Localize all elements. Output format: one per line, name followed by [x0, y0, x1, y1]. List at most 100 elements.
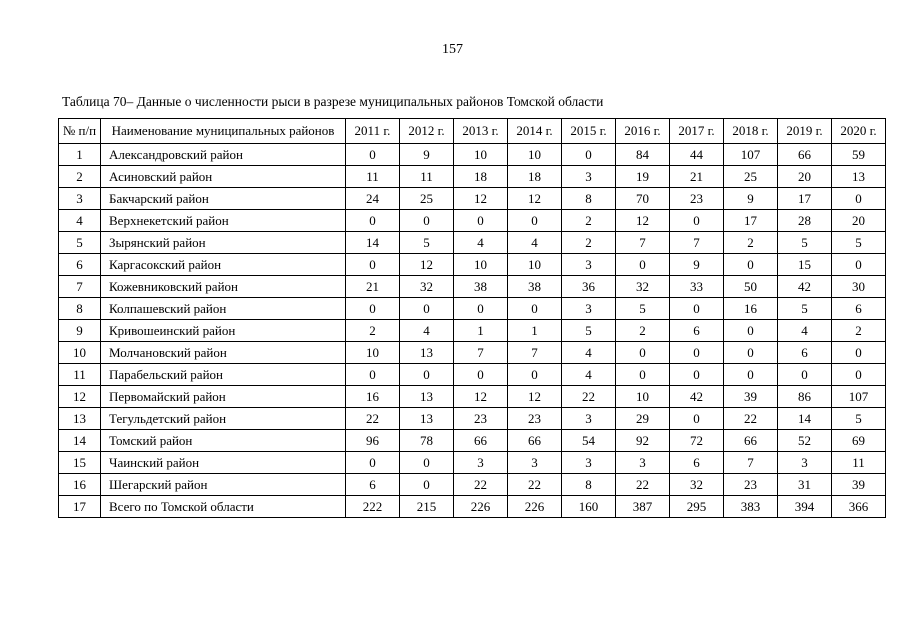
- count-value-cell: 7: [453, 341, 508, 364]
- count-value-cell: 387: [615, 495, 670, 518]
- count-value-cell: 3: [777, 451, 832, 474]
- column-header: Наименование муниципальных районов: [100, 118, 346, 144]
- district-name-cell: Александровский район: [100, 143, 346, 166]
- district-name-cell: Колпашевский район: [100, 297, 346, 320]
- count-value-cell: 16: [345, 385, 400, 408]
- count-value-cell: 84: [615, 143, 670, 166]
- table-row: 13 Тегульдетский район 22 13 23 23 3 29 0 22 14 5: [58, 407, 886, 430]
- count-value-cell: 66: [453, 429, 508, 452]
- table-header-row: № п/п Наименование муниципальных районов 2…: [58, 118, 886, 144]
- count-value-cell: 0: [399, 297, 454, 320]
- count-value-cell: 3: [453, 451, 508, 474]
- count-value-cell: 10: [453, 143, 508, 166]
- district-name-cell: Всего по Томской области: [100, 495, 346, 518]
- row-number-cell: 12: [58, 385, 101, 408]
- count-value-cell: 0: [345, 143, 400, 166]
- count-value-cell: 17: [723, 209, 778, 232]
- count-value-cell: 18: [507, 165, 562, 188]
- count-value-cell: 107: [831, 385, 886, 408]
- district-name-cell: Чаинский район: [100, 451, 346, 474]
- count-value-cell: 86: [777, 385, 832, 408]
- count-value-cell: 39: [723, 385, 778, 408]
- count-value-cell: 6: [831, 297, 886, 320]
- count-value-cell: 0: [669, 297, 724, 320]
- table-row: 9 Кривошеинский район 2 4 1 1 5 2 6 0 4 2: [58, 319, 886, 342]
- count-value-cell: 2: [561, 209, 616, 232]
- count-value-cell: 0: [669, 407, 724, 430]
- district-name-cell: Кривошеинский район: [100, 319, 346, 342]
- count-value-cell: 23: [723, 473, 778, 496]
- table-row: 3 Бакчарский район 24 25 12 12 8 70 23 9 17 0: [58, 187, 886, 210]
- column-header: 2012 г.: [399, 118, 454, 144]
- count-value-cell: 0: [399, 451, 454, 474]
- count-value-cell: 0: [615, 341, 670, 364]
- count-value-cell: 22: [345, 407, 400, 430]
- count-value-cell: 1: [507, 319, 562, 342]
- table-row: 7 Кожевниковский район 21 32 38 38 36 32 33 50 42 3…: [58, 275, 886, 298]
- count-value-cell: 14: [345, 231, 400, 254]
- table-row: 6 Каргасокский район 0 12 10 10 3 0 9 0 15 0: [58, 253, 886, 276]
- count-value-cell: 3: [561, 407, 616, 430]
- count-value-cell: 32: [615, 275, 670, 298]
- count-value-cell: 0: [399, 363, 454, 386]
- count-value-cell: 2: [345, 319, 400, 342]
- count-value-cell: 5: [777, 297, 832, 320]
- count-value-cell: 0: [399, 209, 454, 232]
- count-value-cell: 3: [561, 165, 616, 188]
- district-name-cell: Тегульдетский район: [100, 407, 346, 430]
- count-value-cell: 10: [507, 253, 562, 276]
- count-value-cell: 25: [723, 165, 778, 188]
- count-value-cell: 22: [723, 407, 778, 430]
- row-number-cell: 8: [58, 297, 101, 320]
- count-value-cell: 0: [507, 209, 562, 232]
- count-value-cell: 19: [615, 165, 670, 188]
- count-value-cell: 0: [777, 363, 832, 386]
- count-value-cell: 0: [723, 341, 778, 364]
- count-value-cell: 0: [453, 297, 508, 320]
- count-value-cell: 2: [723, 231, 778, 254]
- count-value-cell: 5: [561, 319, 616, 342]
- count-value-cell: 0: [345, 363, 400, 386]
- column-header: 2017 г.: [669, 118, 724, 144]
- count-value-cell: 7: [507, 341, 562, 364]
- count-value-cell: 96: [345, 429, 400, 452]
- count-value-cell: 0: [399, 473, 454, 496]
- count-value-cell: 23: [453, 407, 508, 430]
- count-value-cell: 38: [507, 275, 562, 298]
- count-value-cell: 366: [831, 495, 886, 518]
- district-name-cell: Кожевниковский район: [100, 275, 346, 298]
- count-value-cell: 0: [831, 363, 886, 386]
- count-value-cell: 3: [507, 451, 562, 474]
- count-value-cell: 7: [669, 231, 724, 254]
- count-value-cell: 3: [561, 451, 616, 474]
- count-value-cell: 70: [615, 187, 670, 210]
- table-row: 1 Александровский район 0 9 10 10 0 84 44 107 66 59: [58, 143, 886, 166]
- count-value-cell: 66: [723, 429, 778, 452]
- count-value-cell: 32: [669, 473, 724, 496]
- count-value-cell: 13: [399, 385, 454, 408]
- count-value-cell: 222: [345, 495, 400, 518]
- count-value-cell: 3: [561, 297, 616, 320]
- table-caption: Таблица 70– Данные о численности рыси в …: [62, 94, 604, 109]
- count-value-cell: 5: [615, 297, 670, 320]
- row-number-cell: 14: [58, 429, 101, 452]
- count-value-cell: 383: [723, 495, 778, 518]
- count-value-cell: 12: [507, 187, 562, 210]
- count-value-cell: 42: [777, 275, 832, 298]
- count-value-cell: 12: [507, 385, 562, 408]
- count-value-cell: 22: [507, 473, 562, 496]
- count-value-cell: 29: [615, 407, 670, 430]
- count-value-cell: 17: [777, 187, 832, 210]
- count-value-cell: 23: [669, 187, 724, 210]
- count-value-cell: 8: [561, 187, 616, 210]
- count-value-cell: 6: [777, 341, 832, 364]
- district-name-cell: Асиновский район: [100, 165, 346, 188]
- count-value-cell: 54: [561, 429, 616, 452]
- table-row: 15 Чаинский район 0 0 3 3 3 3 6 7 3 11: [58, 451, 886, 474]
- count-value-cell: 0: [507, 363, 562, 386]
- count-value-cell: 21: [345, 275, 400, 298]
- count-value-cell: 6: [345, 473, 400, 496]
- row-number-cell: 4: [58, 209, 101, 232]
- count-value-cell: 5: [831, 407, 886, 430]
- row-number-cell: 16: [58, 473, 101, 496]
